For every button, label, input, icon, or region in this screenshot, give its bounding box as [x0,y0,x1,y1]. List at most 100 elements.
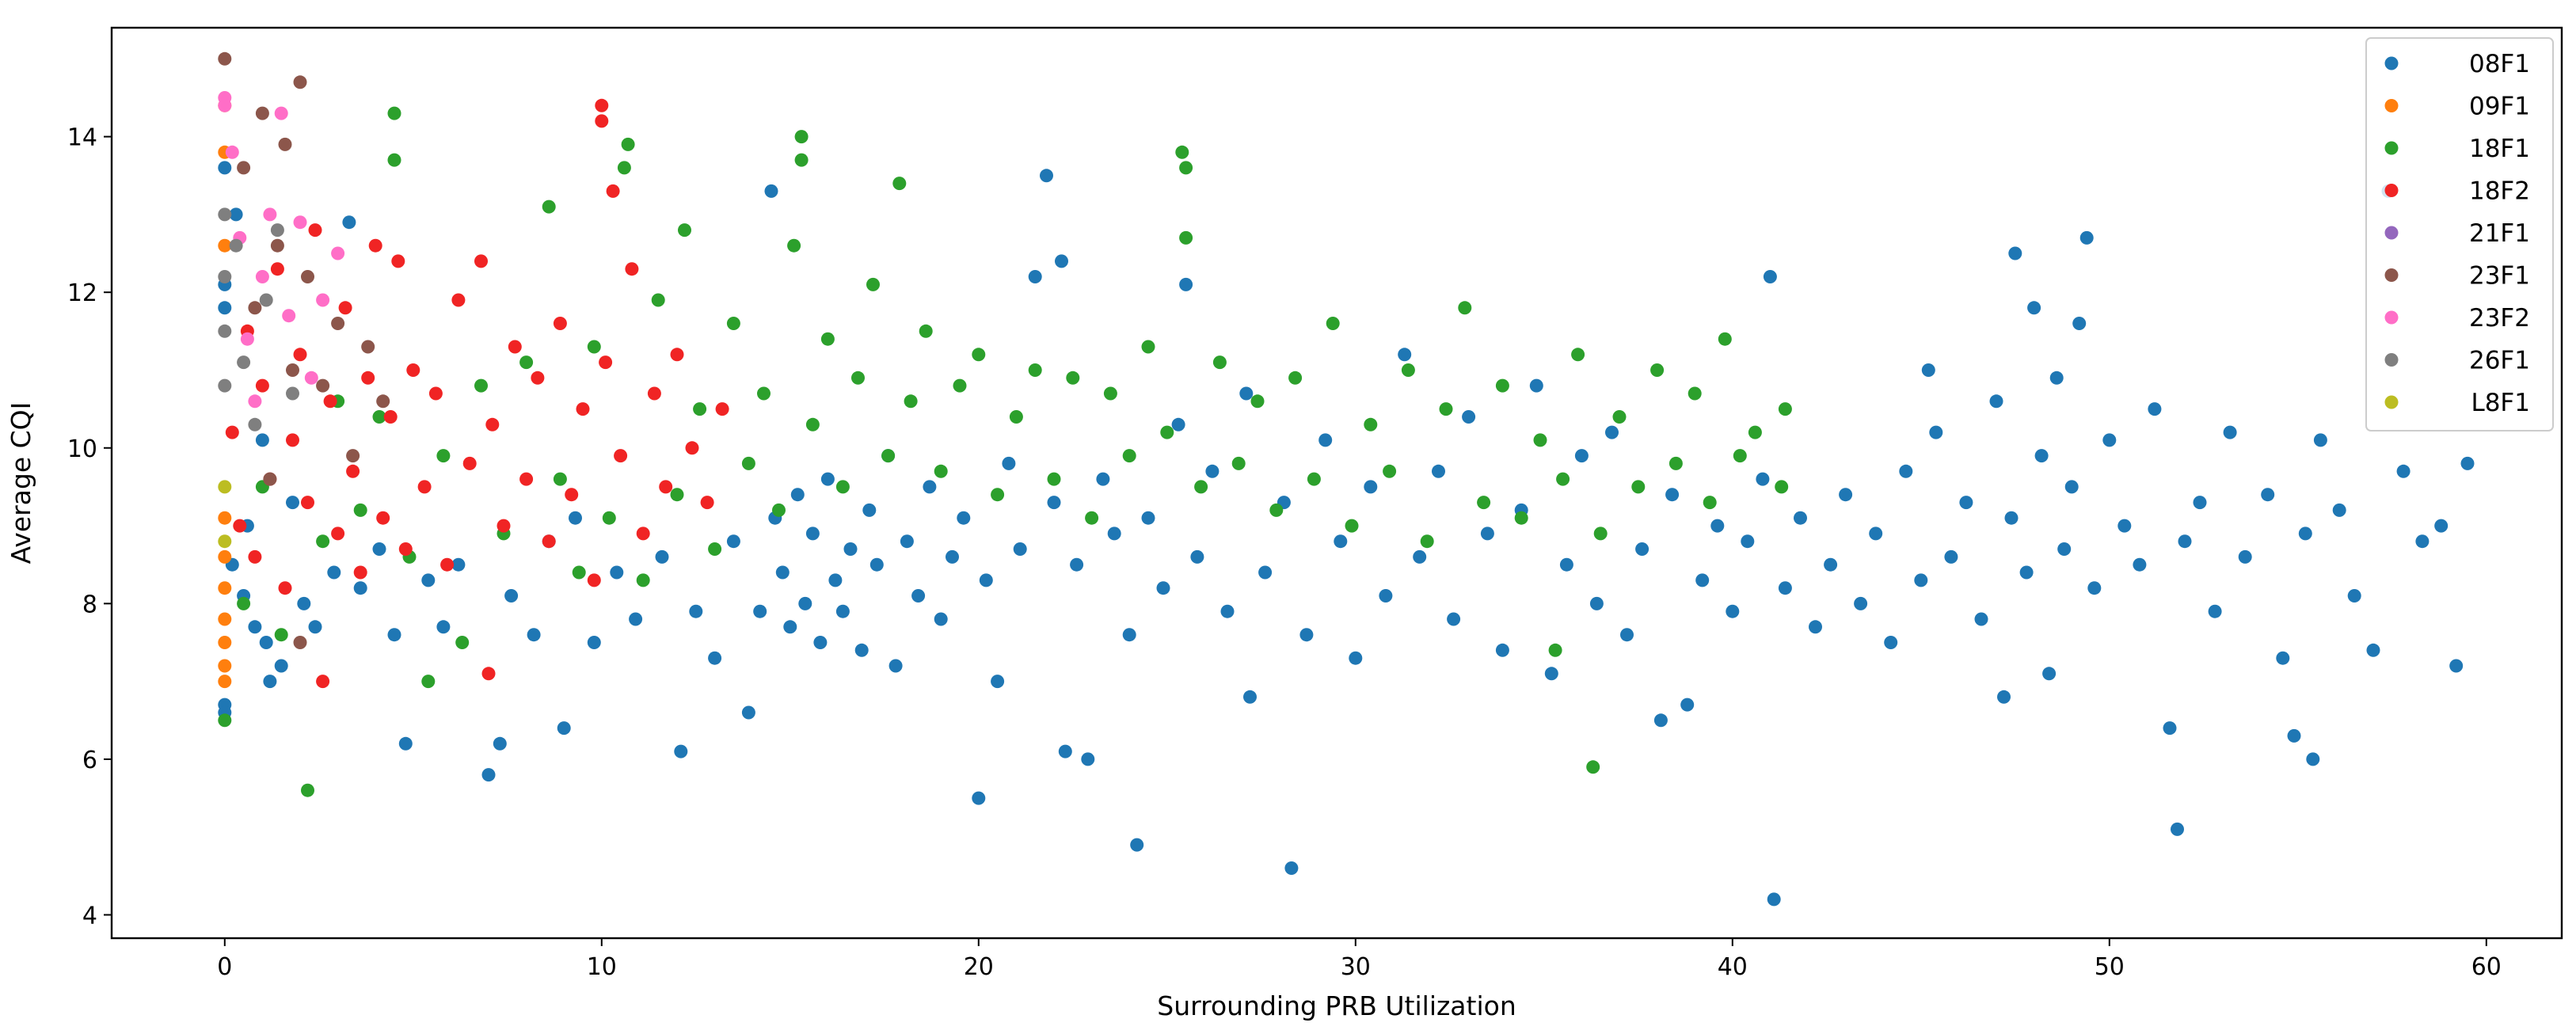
data-point [372,410,386,424]
data-point [923,480,937,494]
data-point [1929,425,1943,439]
data-point [1334,534,1348,549]
data-point [1669,456,1683,470]
data-point [270,262,284,276]
data-point [259,293,273,307]
data-point [1085,511,1099,525]
data-point [2332,503,2346,517]
data-point [2449,659,2464,673]
data-point [2027,301,2041,315]
data-point [263,675,277,689]
data-point [274,106,288,120]
data-point [1695,573,1710,587]
data-point [1989,394,2003,409]
data-point [248,549,262,564]
data-point [542,200,556,214]
data-point [614,449,628,463]
legend-label: 08F1 [2469,50,2530,78]
x-tick-label: 60 [2471,953,2502,981]
data-point [772,503,786,517]
data-point [1171,417,1185,431]
data-point [753,604,767,618]
data-point [1767,892,1781,907]
y-tick-label: 14 [67,124,97,152]
legend-marker-09F1 [2384,99,2399,112]
data-point [1974,612,1988,626]
data-point [625,262,639,276]
data-point [376,511,390,525]
data-point [278,581,292,595]
data-point [1574,449,1589,463]
data-point [2057,542,2072,556]
data-point [248,620,262,634]
legend-marker-23F1 [2384,268,2399,282]
data-point [2117,519,2132,533]
data-point [862,503,877,517]
data-point [1081,752,1095,766]
data-point [331,527,345,541]
y-axis-label: Average CQI [6,402,36,565]
data-point [1009,410,1023,424]
data-point [481,667,496,681]
data-point [233,519,247,533]
data-point [587,573,601,587]
data-point [2087,581,2102,595]
data-point [1439,402,1453,416]
series-26F1 [218,207,299,431]
legend-label: L8F1 [2471,389,2530,417]
data-point [1047,496,1061,510]
legend: 08F1 09F1 18F1 18F2 21F1 23F1 23F2 26F1 L8F1 [2365,37,2554,431]
data-point [218,98,232,112]
data-point [678,223,691,238]
data-point [2079,230,2094,245]
data-point [218,659,232,673]
data-point [1778,402,1792,416]
y-tick-label: 12 [67,279,97,307]
data-point [361,371,375,385]
data-point [1477,496,1491,510]
data-point [1710,519,1725,533]
data-point [587,340,601,354]
data-point [2004,511,2019,525]
data-point [2208,604,2222,618]
data-point [602,511,616,525]
data-point [218,511,232,525]
data-point [911,589,926,603]
data-point [1775,480,1789,494]
data-point [1250,394,1265,409]
data-point [708,542,722,556]
data-point [1778,581,1792,595]
data-point [286,496,299,510]
y-tick-label: 8 [82,591,97,618]
data-point [972,791,986,805]
data-point [1997,690,2011,704]
data-point [1345,519,1359,533]
data-point [304,371,318,385]
data-point [481,768,496,782]
data-point [1703,496,1717,510]
data-point [708,651,722,665]
data-point [1680,698,1695,712]
data-point [647,386,661,401]
data-point [1179,230,1193,245]
y-tick-label: 6 [82,747,97,774]
data-point [2261,488,2275,502]
data-point [1028,270,1042,283]
data-point [1243,690,1257,704]
data-point [572,565,586,580]
legend-label: 09F1 [2469,93,2530,121]
data-point [557,721,571,736]
data-point [1748,425,1762,439]
data-point [274,628,288,642]
data-point [2366,643,2380,657]
data-point [1398,348,1412,362]
data-point [881,449,896,463]
data-point [617,161,631,175]
y-axis: 4 6 8 10 12 14 [67,124,112,930]
data-point [2049,371,2064,385]
data-point [428,386,443,401]
data-point [519,355,534,370]
series-23F2 [218,91,345,409]
data-point [218,549,232,564]
data-point [1620,628,1634,642]
